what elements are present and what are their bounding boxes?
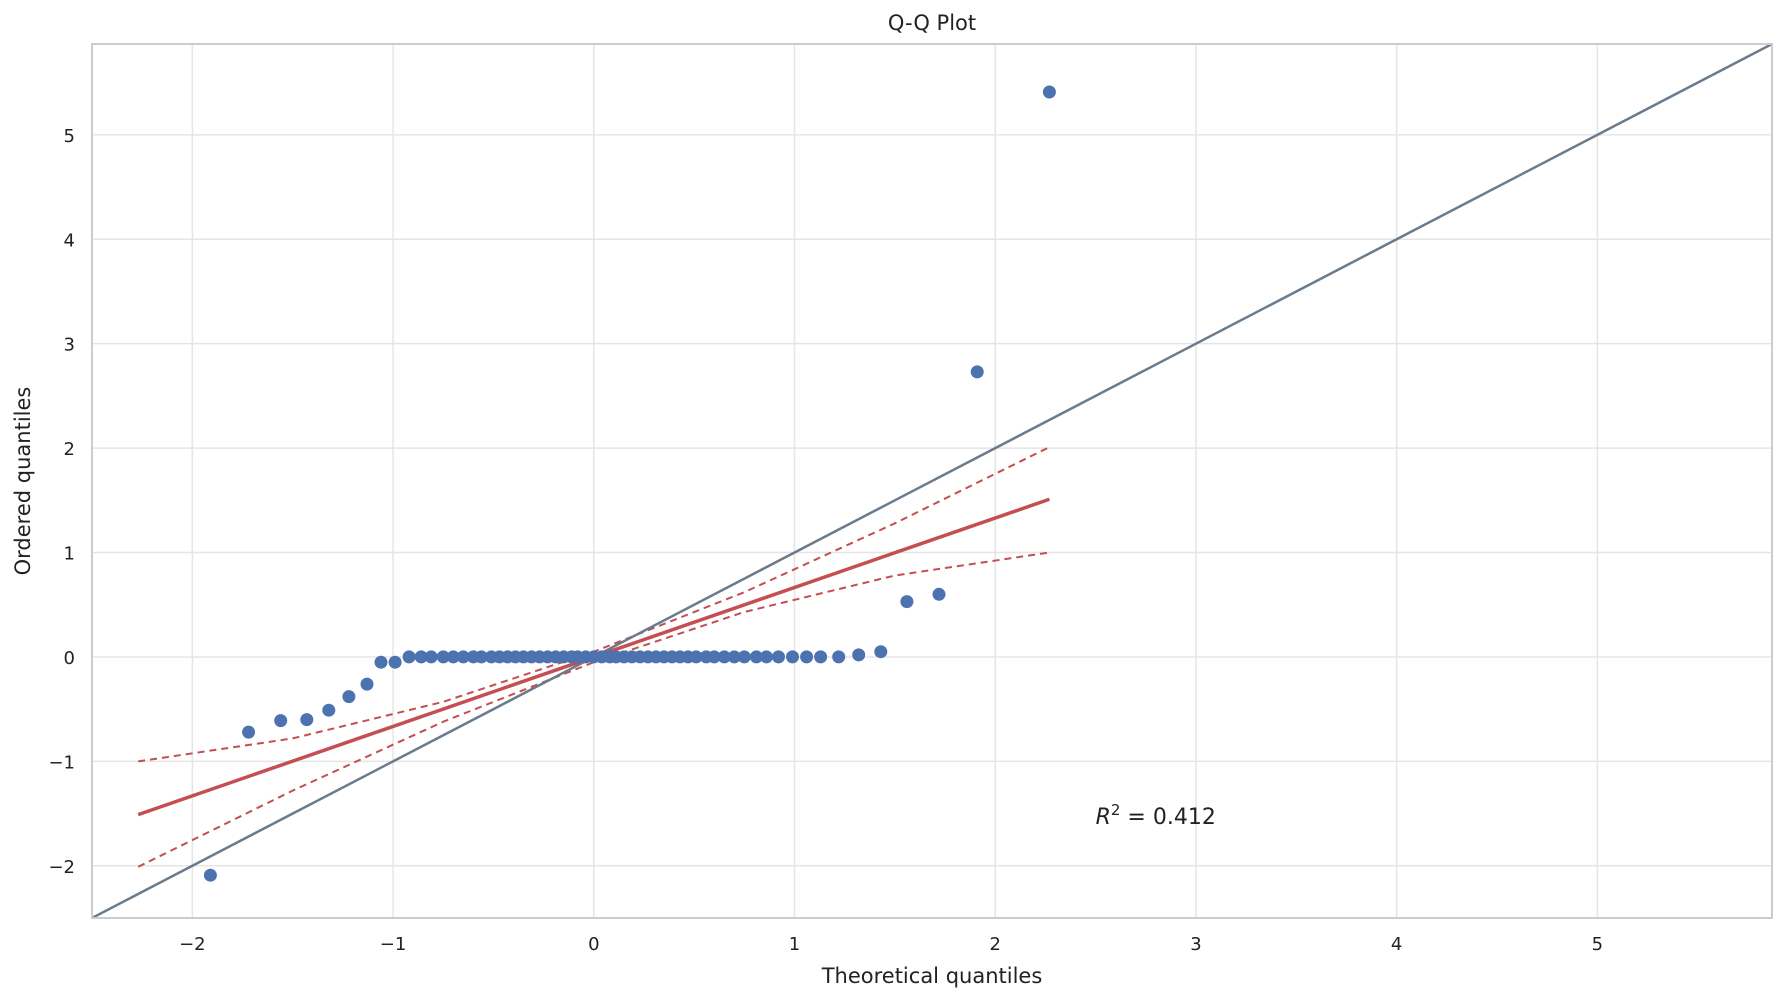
chart-title: Q-Q Plot [888,11,976,35]
data-point-59 [932,587,946,601]
x-tick-label-3: 1 [789,934,800,955]
data-point-43 [689,650,703,664]
x-tick-label-7: 5 [1592,934,1603,955]
plot-frame [91,43,1773,919]
data-point-52 [786,650,799,664]
data-point-45 [707,650,721,664]
x-tick-label-0: −2 [179,934,206,955]
data-point-1 [242,725,256,739]
data-point-2 [274,714,288,728]
y-axis-title: Ordered quantiles [11,387,35,576]
annotation-label: R [1096,805,1111,830]
data-point-3 [300,713,314,727]
data-points [203,85,1056,882]
data-point-55 [832,650,846,664]
data-point-54 [814,650,828,664]
x-tick-label-6: 4 [1391,934,1402,955]
grid-lines [92,44,1772,918]
data-point-57 [874,645,888,659]
x-axis-title: Theoretical quantiles [821,964,1043,988]
x-tick-label-2: 0 [588,934,599,955]
reference-line [92,44,1772,918]
data-point-9 [402,650,416,664]
r-squared-annotation: R2 = 0.412 [1096,801,1216,830]
annotation-superscript: 2 [1111,801,1121,819]
data-point-10 [414,650,428,664]
data-point-61 [1042,85,1056,99]
y-tick-label-2: 0 [64,648,75,669]
x-tick-label-1: −1 [380,934,407,955]
data-point-11 [424,650,438,664]
y-tick-label-0: −2 [48,857,75,878]
data-point-6 [360,677,374,691]
y-tick-label-3: 1 [64,544,75,565]
y-axis-ticks: −2 −1 0 1 2 3 4 5 [48,126,75,878]
data-point-50 [759,650,773,664]
data-point-5 [342,690,356,704]
x-tick-label-5: 3 [1190,934,1201,955]
data-point-58 [900,595,914,609]
data-point-46 [717,650,731,664]
data-point-60 [970,365,984,379]
y-tick-label-4: 2 [64,439,75,460]
data-point-48 [737,650,751,664]
data-point-12 [436,650,450,664]
chart-series [92,44,1772,918]
y-tick-label-1: −1 [48,752,75,773]
data-point-56 [852,648,866,662]
annotation-value: = 0.412 [1120,805,1215,830]
data-point-53 [800,650,814,664]
y-tick-label-6: 4 [64,230,75,251]
data-point-14 [456,650,470,664]
y-tick-label-5: 3 [64,335,75,356]
data-point-49 [749,650,763,664]
data-point-16 [474,650,488,664]
data-point-7 [374,655,388,669]
data-point-4 [322,703,336,717]
x-axis-ticks: −2 −1 0 1 2 3 4 5 [179,934,1603,955]
confidence-band-lower [137,551,1050,868]
data-point-0 [203,868,217,882]
y-tick-label-7: 5 [64,126,75,147]
data-point-8 [388,655,402,669]
data-point-51 [772,650,785,664]
data-point-13 [446,650,460,664]
data-point-47 [727,650,741,664]
x-tick-label-4: 2 [989,934,1000,955]
